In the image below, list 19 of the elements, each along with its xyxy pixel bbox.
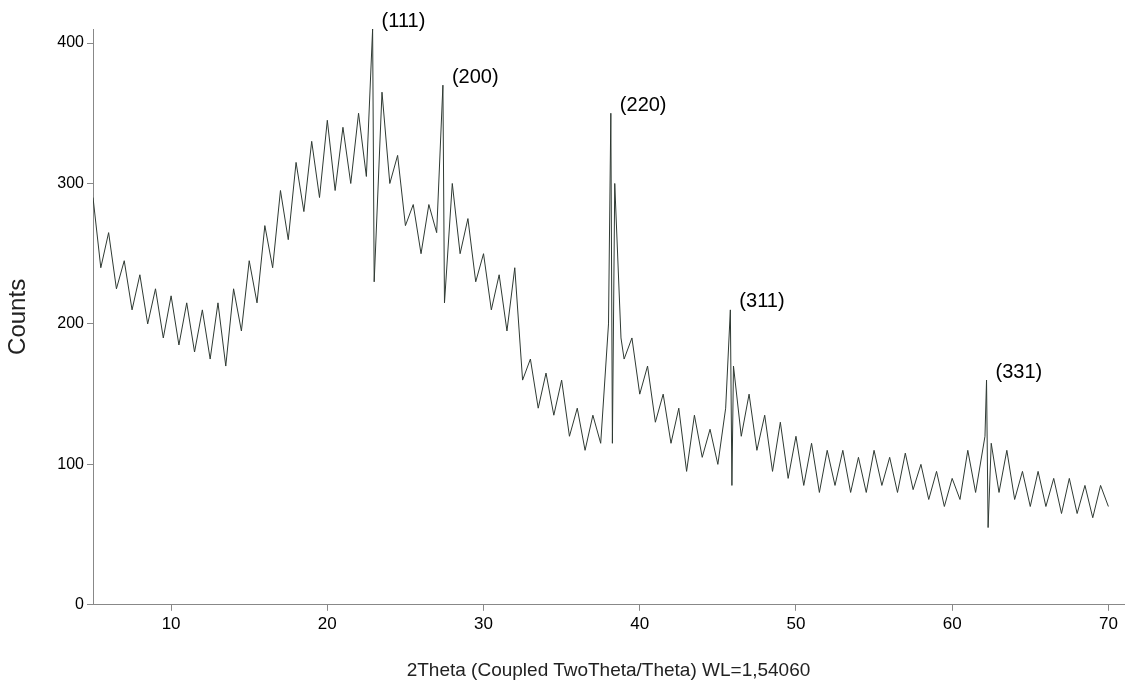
- x-tick-label: 30: [474, 613, 493, 633]
- y-tick-label: 400: [57, 33, 85, 51]
- y-tick-label: 100: [57, 454, 85, 472]
- x-tick-label: 40: [630, 613, 650, 633]
- x-tick-label: 70: [1098, 613, 1118, 633]
- y-tick-label: 0: [75, 595, 85, 613]
- x-tick-label: 20: [317, 613, 337, 633]
- y-tick-label: 300: [57, 173, 85, 191]
- annotation: (111): [381, 8, 426, 31]
- x-tick-label: 50: [786, 613, 806, 633]
- y-tick-label: 200: [57, 314, 85, 332]
- annotation: (220): [619, 92, 667, 115]
- annotation: (331): [995, 359, 1043, 382]
- x-axis-title: 2Theta (Coupled TwoTheta/Theta) WL=1,54060: [406, 658, 811, 680]
- x-tick-label: 60: [942, 613, 962, 633]
- y-axis-title: Counts: [3, 278, 31, 355]
- annotation: (311): [739, 289, 785, 312]
- x-tick-label: 10: [161, 613, 181, 633]
- annotation: (200): [451, 64, 499, 87]
